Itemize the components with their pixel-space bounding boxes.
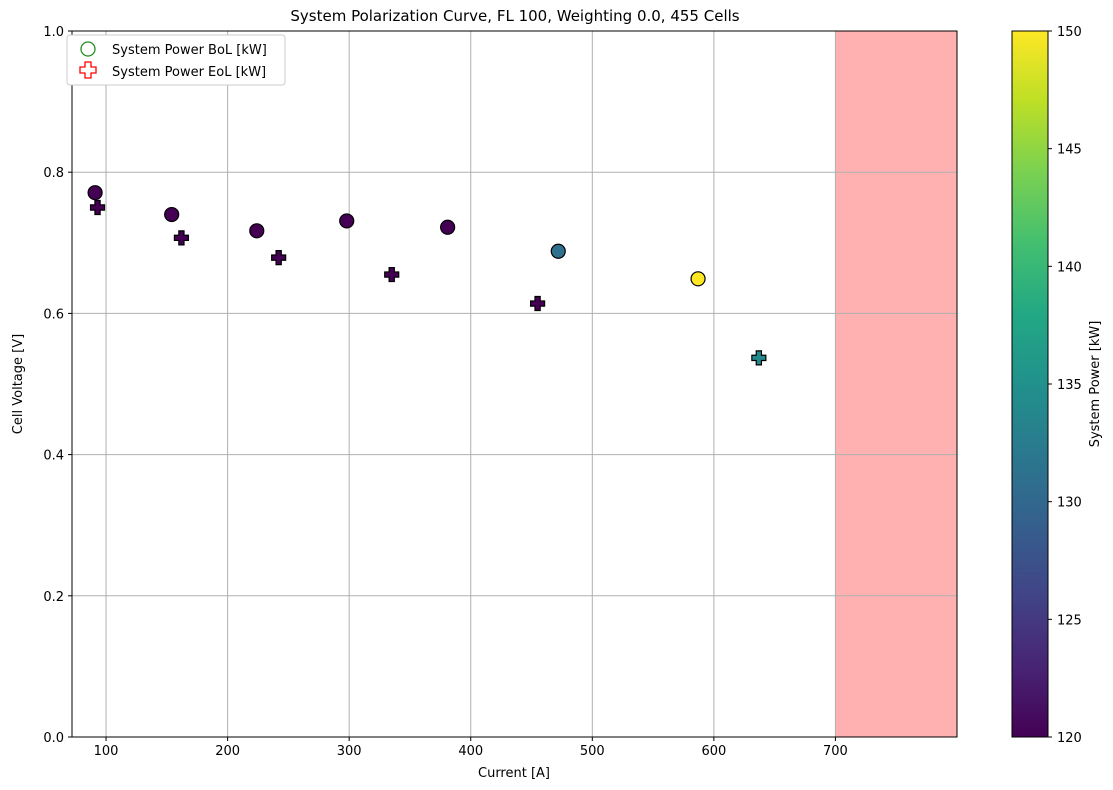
colorbar-gradient bbox=[1011, 30, 1049, 738]
x-tick-label: 100 bbox=[94, 744, 119, 759]
bol-point bbox=[339, 213, 355, 229]
points-layer bbox=[87, 185, 767, 366]
eol-point bbox=[173, 230, 190, 246]
bol-point bbox=[249, 223, 265, 239]
y-tick-label: 0.8 bbox=[43, 166, 64, 181]
colorbar-label: System Power [kW] bbox=[1088, 321, 1103, 448]
colorbar-tick-label: 150 bbox=[1057, 25, 1082, 40]
legend-marker-eol bbox=[79, 61, 97, 79]
legend-label-bol: System Power BoL [kW] bbox=[112, 43, 267, 58]
bol-point bbox=[550, 243, 566, 259]
chart-title: System Polarization Curve, FL 100, Weigh… bbox=[290, 7, 739, 25]
x-tick-label: 600 bbox=[701, 744, 726, 759]
colorbar-tick-label: 125 bbox=[1057, 613, 1082, 628]
colorbar-tick-label: 130 bbox=[1057, 496, 1082, 511]
x-tick-label: 200 bbox=[215, 744, 240, 759]
shaded-region-layer bbox=[835, 31, 957, 737]
eol-point bbox=[529, 295, 546, 312]
colorbar: 120 125 130 135 140 145 150 System Power [kW] bbox=[1011, 25, 1103, 746]
x-tick-label: 500 bbox=[580, 744, 605, 759]
legend-box bbox=[66, 34, 286, 86]
bol-point bbox=[87, 185, 103, 201]
colorbar-tick-label: 140 bbox=[1057, 260, 1082, 275]
bol-point bbox=[164, 206, 180, 223]
ticks-layer: 100 200 300 400 500 600 700 0.0 0.2 0.4 0.6 0.8 1.0 bbox=[43, 25, 848, 759]
y-tick-label: 1.0 bbox=[43, 25, 64, 40]
shaded-region bbox=[835, 31, 957, 737]
eol-point bbox=[384, 266, 400, 283]
x-tick-label: 700 bbox=[823, 744, 848, 759]
colorbar-tick-label: 135 bbox=[1057, 378, 1082, 393]
bol-point bbox=[440, 219, 456, 235]
y-tick-label: 0.2 bbox=[43, 590, 64, 605]
y-tick-label: 0.4 bbox=[43, 449, 64, 464]
legend-plus-icon bbox=[79, 61, 97, 79]
colorbar-tick-label: 145 bbox=[1057, 143, 1082, 158]
legend-circle-icon bbox=[80, 41, 96, 57]
eol-point bbox=[89, 199, 106, 216]
y-tick-label: 0.0 bbox=[43, 731, 64, 746]
colorbar-ticks: 120 125 130 135 140 145 150 bbox=[1048, 25, 1082, 746]
bol-point bbox=[690, 271, 706, 287]
legend-marker-bol bbox=[80, 41, 96, 57]
x-tick-label: 300 bbox=[337, 744, 362, 759]
plot-frame bbox=[71, 30, 958, 738]
y-axis-label: Cell Voltage [V] bbox=[11, 334, 26, 434]
grid-layer bbox=[72, 30, 957, 738]
eol-point bbox=[751, 350, 767, 366]
colorbar-tick-label: 120 bbox=[1057, 731, 1082, 746]
legend: System Power BoL [kW] System Power EoL [… bbox=[66, 34, 286, 86]
y-tick-label: 0.6 bbox=[43, 307, 64, 322]
legend-label-eol: System Power EoL [kW] bbox=[112, 65, 266, 80]
x-axis-label: Current [A] bbox=[478, 766, 550, 781]
x-tick-label: 400 bbox=[458, 744, 483, 759]
eol-point bbox=[271, 250, 287, 266]
